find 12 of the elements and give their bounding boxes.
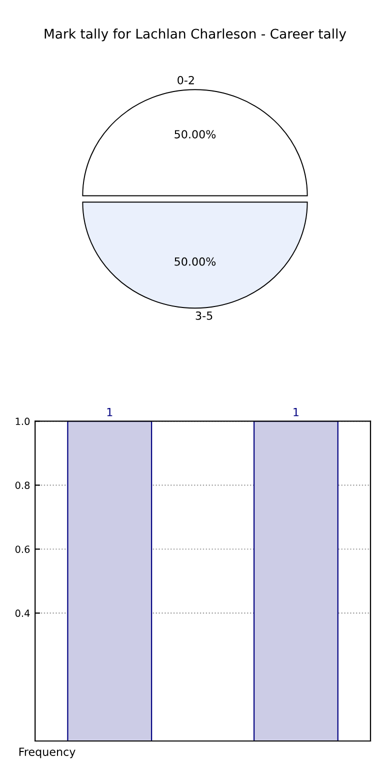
data-label: 1 xyxy=(294,408,298,416)
y-tick-label: 1.0 xyxy=(16,418,30,426)
chart-title: Mark tally for Lachlan Charleson - Career tally xyxy=(44,28,346,42)
y-tick-label: 0.8 xyxy=(15,482,30,489)
y-axis-title: Frequency xyxy=(19,748,76,758)
data-label: 50.00% xyxy=(174,257,216,266)
y-tick-label: 0.4 xyxy=(15,610,30,617)
y-tick-label: 0.6 xyxy=(15,546,30,553)
slice-label: 3-5 xyxy=(196,311,212,320)
data-label: 50.00% xyxy=(174,130,216,138)
slice-label: 0-2 xyxy=(178,76,194,84)
data-label: 1 xyxy=(107,408,112,416)
